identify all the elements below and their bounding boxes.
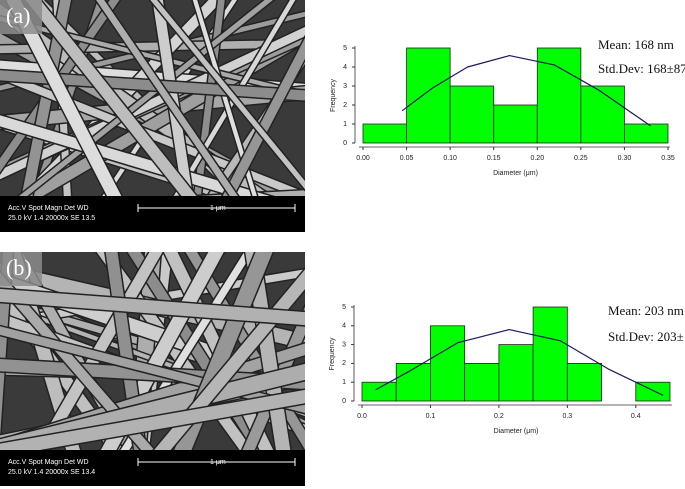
- y-tick-label: 5: [343, 45, 347, 52]
- annotation: Std.Dev: 168±87: [598, 61, 685, 76]
- x-tick-label: 0.0: [357, 413, 367, 420]
- info-header: Acc.V Spot Magn Det WD: [8, 459, 89, 466]
- bar: [624, 123, 669, 144]
- fit-curve: [401, 55, 651, 127]
- fiber: [0, 0, 120, 173]
- sem-image: (b) Acc.V Spot Magn Det WD 25.0 kV 1.4 200…: [0, 252, 305, 486]
- bar: [361, 381, 397, 402]
- fiber: [0, 272, 155, 450]
- x-tick-label: 0.00: [356, 155, 370, 162]
- bar: [430, 325, 466, 402]
- bar: [580, 85, 625, 144]
- annotation: Mean: 203 nm: [608, 303, 684, 318]
- y-tick-label: 1: [343, 121, 347, 128]
- scale-label: 1 μm: [210, 459, 226, 466]
- bar: [536, 47, 582, 144]
- info-values: 25.0 kV 1.4 20000x SE 13.4: [8, 469, 95, 476]
- fiber: [96, 0, 238, 196]
- y-tick-label: 1: [342, 379, 346, 386]
- fiber: [154, 269, 305, 450]
- x-tick-label: 0.10: [443, 155, 457, 162]
- label-box: [0, 0, 42, 34]
- bar: [532, 306, 568, 402]
- fiber: [194, 0, 225, 196]
- fit-curve: [375, 328, 664, 396]
- bar: [406, 47, 451, 144]
- bar: [498, 344, 534, 402]
- info-bar: [0, 450, 305, 486]
- scale-label: 1 μm: [210, 205, 226, 212]
- bar: [449, 85, 495, 144]
- x-tick-label: 0.30: [618, 155, 632, 162]
- x-axis-label: Diameter (μm): [494, 428, 539, 435]
- fiber: [0, 70, 305, 101]
- x-tick-label: 0.20: [530, 155, 544, 162]
- fiber: [192, 0, 257, 196]
- bar: [362, 123, 407, 144]
- fiber: [173, 0, 296, 196]
- y-tick-label: 0: [342, 398, 346, 405]
- sem-image: (a) Acc.V Spot Magn Det WD 25.0 kV 1.4 200…: [0, 0, 332, 252]
- y-tick-label: 5: [342, 304, 346, 311]
- y-axis-label: Frequency: [329, 337, 336, 371]
- x-tick-label: 0.35: [661, 155, 675, 162]
- fiber-shadow: [319, 0, 332, 252]
- fiber: [150, 0, 305, 190]
- fiber: [25, 0, 197, 196]
- y-tick-label: 4: [343, 64, 347, 71]
- fiber: [0, 115, 270, 196]
- charts: 0.00 0.05 0.10 0.15 0.20 0.25 0.30 0.35012345Di…: [329, 37, 685, 435]
- label-box: [0, 252, 42, 286]
- annotation: Std.Dev: 203±100: [608, 329, 685, 344]
- y-tick-label: 0: [343, 140, 347, 147]
- fiber: [222, 37, 305, 196]
- y-tick-label: 4: [342, 323, 346, 330]
- x-tick-label: 0.15: [487, 155, 501, 162]
- x-tick-label: 0.05: [400, 155, 414, 162]
- x-tick-label: 0.2: [494, 413, 504, 420]
- fiber: [319, 0, 332, 252]
- panel-label: (b): [6, 255, 32, 280]
- fibers: [0, 0, 332, 252]
- info-bar: [0, 196, 305, 232]
- annotation: Mean: 168 nm: [598, 37, 674, 52]
- info-header: Acc.V Spot Magn Det WD: [8, 205, 89, 212]
- y-tick-label: 3: [343, 83, 347, 90]
- bar: [493, 104, 538, 144]
- panel-label: (a): [6, 3, 30, 28]
- y-axis-label: Frequency: [330, 78, 337, 112]
- x-tick-label: 0.4: [631, 413, 641, 420]
- x-axis-label: Diameter (μm): [493, 170, 538, 177]
- fiber: [0, 288, 305, 326]
- fiber: [0, 389, 305, 450]
- info-values: 25.0 kV 1.4 20000x SE 13.5: [8, 215, 95, 222]
- y-tick-label: 2: [343, 102, 347, 109]
- y-tick-label: 3: [342, 341, 346, 348]
- y-tick-label: 2: [342, 360, 346, 367]
- bar: [566, 362, 602, 402]
- x-tick-label: 0.25: [574, 155, 588, 162]
- x-tick-label: 0.3: [562, 413, 572, 420]
- fiber: [174, 252, 273, 450]
- fiber: [0, 70, 305, 196]
- x-tick-label: 0.1: [426, 413, 436, 420]
- bar: [464, 362, 500, 402]
